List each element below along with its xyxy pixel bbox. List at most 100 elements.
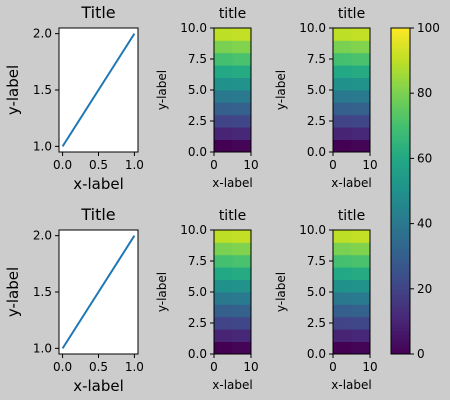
heat_top_1-ytick-label: 2.5	[188, 114, 207, 128]
line_bottom-xtick-label: 0.5	[89, 360, 108, 374]
colorbar-segment	[391, 262, 410, 267]
colorbar-segment	[391, 171, 410, 176]
colorbar-segment	[391, 181, 410, 185]
heat_top_1-cell	[214, 127, 233, 140]
heat_top_1-cell	[214, 52, 233, 66]
colorbar-tick-label: 0	[417, 347, 425, 361]
heat_top_1-cell	[232, 90, 252, 103]
heat_bottom_2-cell	[351, 267, 371, 280]
heat_bottom_2-ytick-label: 2.5	[307, 316, 326, 330]
heat_top_2-cell	[351, 77, 371, 91]
heat_top_2-cell	[333, 114, 352, 128]
heat_bottom_1-cell	[232, 279, 252, 293]
heat_top_2-cell	[351, 52, 371, 66]
heat_bottom_2-cell	[351, 242, 371, 256]
heat_top_1-cell	[214, 114, 233, 128]
colorbar-segment	[391, 295, 410, 299]
colorbar-segment	[391, 279, 410, 283]
heat_top_2-cell	[351, 114, 371, 128]
heat_bottom_2-xlabel: x-label	[331, 378, 371, 392]
heat_bottom_1-title: title	[219, 208, 246, 224]
colorbar-tick-label: 100	[417, 21, 440, 35]
heat_bottom_2-xtick-label: 0	[329, 360, 337, 374]
heat_top_2-cell	[351, 139, 371, 153]
heat_bottom_1-cell	[232, 329, 252, 342]
colorbar-segment	[391, 223, 410, 228]
colorbar-segment	[391, 89, 410, 94]
colorbar-segment	[391, 47, 410, 52]
heat_top_1-cell	[232, 114, 252, 128]
line_top-xtick-label: 0.0	[53, 158, 72, 172]
colorbar-segment	[391, 109, 410, 114]
heat_top_1-cell	[214, 40, 233, 54]
colorbar-segment	[391, 256, 410, 260]
heat_bottom_2-cell	[333, 304, 352, 318]
heat_top_1-cell	[232, 52, 252, 66]
line_bottom-series-line-0	[61, 235, 136, 349]
colorbar-segment	[391, 230, 410, 234]
heat_bottom_2-cell	[333, 341, 352, 355]
colorbar-segment	[391, 249, 410, 254]
heat_bottom_1-cell	[214, 254, 233, 268]
line_top-xtick-label: 1.0	[125, 158, 144, 172]
heat_bottom_1-ytick-label: 5.0	[188, 285, 207, 299]
colorbar-segment	[391, 70, 410, 75]
colorbar-segment	[391, 80, 410, 84]
colorbar-segment	[391, 148, 410, 153]
colorbar-segment	[391, 83, 410, 88]
heat_bottom_1-cell	[214, 329, 233, 342]
colorbar-segment	[391, 246, 410, 251]
heat_bottom_2-cell	[333, 230, 352, 243]
colorbar-segment	[391, 112, 410, 117]
colorbar-segment	[391, 220, 410, 224]
colorbar-segment	[391, 41, 410, 45]
colorbar-segment	[391, 275, 410, 280]
colorbar-segment	[391, 73, 410, 78]
heat_top_1-cell	[214, 102, 233, 116]
heat_top_2-cell	[351, 65, 371, 78]
heat_top_1-xtick-label: 10	[243, 158, 258, 172]
colorbar-segment	[391, 350, 410, 355]
colorbar-segment	[391, 184, 410, 189]
heat_top_2-cell	[333, 52, 352, 66]
heat_top_2-cell	[333, 77, 352, 91]
heat_top_2-cell	[351, 90, 371, 103]
colorbar-segment	[391, 239, 410, 244]
heat_top_2-cell	[351, 28, 371, 41]
heat_bottom_2-ytick-label: 7.5	[307, 254, 326, 268]
heat_top_2-xtick-label: 0	[329, 158, 337, 172]
heat_bottom_2-cell	[333, 254, 352, 268]
colorbar-segment	[391, 187, 410, 192]
colorbar-segment	[391, 86, 410, 91]
colorbar-segment	[391, 292, 410, 296]
colorbar-segment	[391, 272, 410, 277]
colorbar-segment	[391, 204, 410, 208]
heat_bottom_1-ylabel: y-label	[155, 272, 169, 312]
heat_top_2-cell	[333, 127, 352, 140]
heat_bottom_1-ytick-label: 2.5	[188, 316, 207, 330]
heat_top_2-cell	[333, 40, 352, 54]
colorbar-segment	[391, 334, 410, 339]
heat_top_2-ytick-label: 10.0	[299, 21, 326, 35]
colorbar-segment	[391, 217, 410, 221]
colorbar-segment	[391, 327, 410, 332]
heat_top_1-cell	[214, 65, 233, 78]
heat_top_2-cell	[351, 40, 371, 54]
heat_top_1-cell	[214, 77, 233, 91]
heat_bottom_2-cell	[351, 341, 371, 355]
colorbar-segment	[391, 145, 410, 150]
colorbar-segment	[391, 135, 410, 140]
heat_bottom_1-cell	[214, 292, 233, 305]
colorbar-segment	[391, 119, 410, 123]
heat_bottom_2-cell	[351, 316, 371, 330]
heat_bottom_2-title: title	[338, 208, 365, 224]
colorbar-segment	[391, 50, 410, 55]
heat_bottom_2-cell	[351, 304, 371, 318]
colorbar-segment	[391, 226, 410, 231]
colorbar-segment	[391, 132, 410, 136]
heat_top_1-cell	[232, 102, 252, 116]
line_bottom-ytick-label: 1.5	[33, 285, 52, 299]
heat_bottom_1-cell	[214, 316, 233, 330]
colorbar-tick-label: 60	[417, 151, 432, 165]
